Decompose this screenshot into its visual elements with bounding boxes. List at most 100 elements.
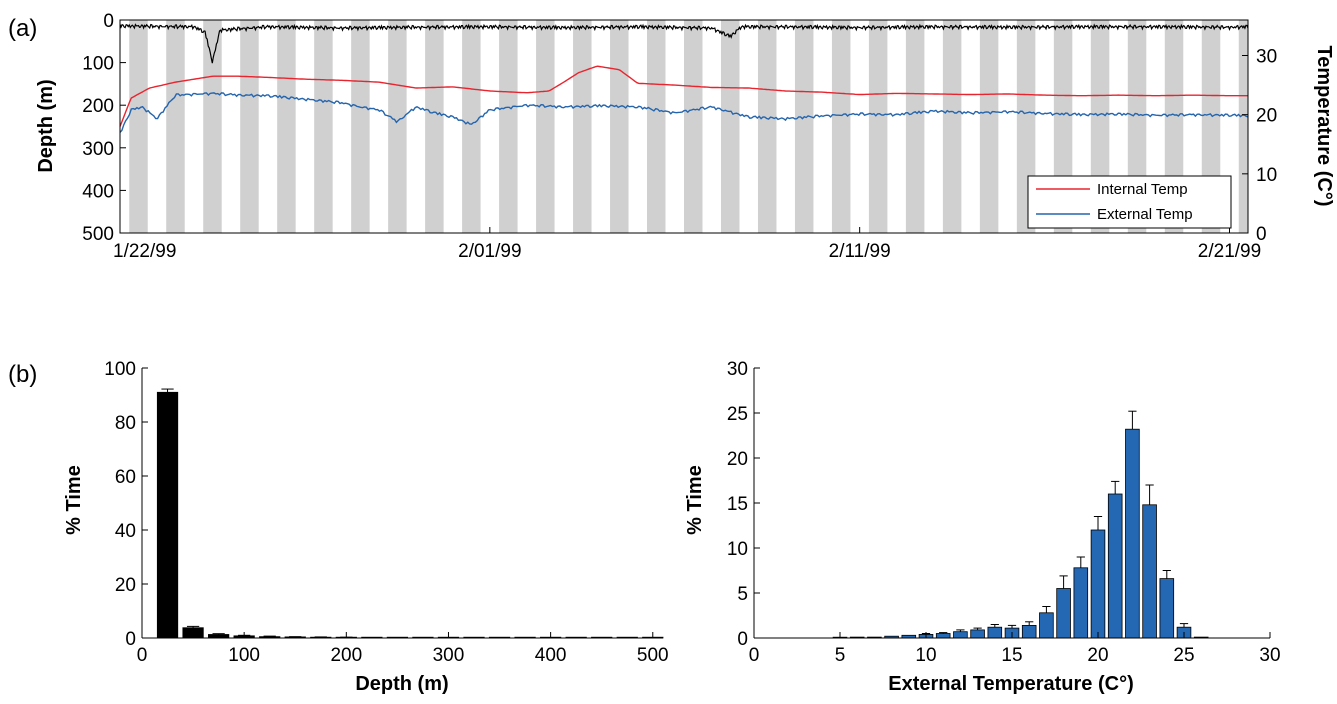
x-tick-label: 500: [637, 645, 669, 666]
legend-external-label: External Temp: [1097, 206, 1193, 223]
depth-histogram-axes: 0 20 40 60 80 100 0 100 200 300 400 500: [104, 359, 668, 666]
x-tick-label: 10: [915, 645, 936, 666]
legend: Internal Temp External Temp: [1027, 175, 1232, 229]
y-tick-label: 100: [104, 359, 136, 380]
temperature-traces: [119, 65, 1249, 133]
y-tick-label: 80: [115, 413, 136, 434]
night-band: [647, 20, 666, 233]
x-tick-label: 25: [1173, 645, 1194, 666]
y-tick-label: 10: [727, 539, 748, 560]
y-tick-label: 25: [727, 404, 748, 425]
y-tick-label: 20: [115, 575, 136, 596]
x-tick-label: 5: [835, 645, 846, 666]
histogram-bar: [970, 629, 985, 639]
night-bands: [129, 20, 1248, 233]
night-band: [720, 20, 740, 233]
night-band: [831, 20, 851, 233]
histogram-bar: [1056, 588, 1071, 639]
date-tick-label: 2/11/99: [829, 241, 891, 262]
night-band: [979, 20, 999, 233]
night-band: [610, 20, 629, 233]
x-tick-label: 15: [1001, 645, 1022, 666]
x-tick-label: 0: [749, 645, 760, 666]
night-band: [794, 20, 814, 233]
y-tick-label: 20: [727, 449, 748, 470]
histogram-bar: [208, 634, 230, 639]
depth-line: [119, 23, 1249, 64]
x-tick-label: 0: [137, 645, 148, 666]
night-band: [757, 20, 777, 233]
temperature-tick-label: 30: [1256, 47, 1277, 68]
histogram-bar: [935, 633, 951, 639]
histogram-bar: [1107, 493, 1123, 639]
legend-box: [1027, 175, 1232, 229]
night-band: [166, 20, 185, 233]
depth-tick-label: 300: [82, 139, 114, 160]
night-band: [1238, 20, 1248, 233]
depth-axis-label: Depth (m): [35, 79, 57, 172]
histogram-bar: [1090, 529, 1106, 639]
y-tick-label: 40: [115, 521, 136, 542]
legend-internal-label: Internal Temp: [1097, 181, 1188, 198]
night-band: [905, 20, 925, 233]
histogram-bar: [156, 391, 179, 639]
depth-trace: [119, 23, 1249, 64]
night-band: [240, 20, 259, 233]
temperature-tick-label: 20: [1256, 106, 1277, 127]
x-tick-label: 20: [1087, 645, 1108, 666]
histogram-bar: [1021, 625, 1037, 639]
histogram-bar: [1039, 612, 1054, 639]
depth-histogram: 0 20 40 60 80 100 0 100 200 300 400 500 % Time Dept…: [63, 359, 669, 695]
night-band: [536, 20, 555, 233]
temperature-histogram-ylabel: % Time: [684, 465, 706, 535]
date-tick-label: 2/01/99: [458, 241, 521, 262]
panel-a-frame: [119, 19, 1249, 234]
depth-bars: [156, 388, 664, 639]
x-tick-label: 300: [433, 645, 465, 666]
x-tick-label: 200: [330, 645, 362, 666]
depth-tick-label: 200: [82, 96, 114, 117]
histogram-bar: [182, 627, 204, 639]
depth-tick-label: 500: [82, 224, 114, 245]
night-band: [499, 20, 518, 233]
night-band: [129, 20, 148, 233]
night-band: [942, 20, 962, 233]
depth-axis-ticks: 0 100 200 300 400 500: [82, 11, 126, 245]
night-band: [351, 20, 370, 233]
night-band: [203, 20, 222, 233]
y-tick-label: 15: [727, 494, 748, 515]
date-tick-label: 1/22/99: [113, 241, 176, 262]
histogram-bar: [1142, 504, 1157, 639]
histogram-bar: [1125, 428, 1140, 639]
temperature-bars: [832, 410, 1209, 639]
night-band: [868, 20, 888, 233]
temperature-histogram-axes: 0 5 10 15 20 25 30 0 5 10 15 20 25 30: [727, 359, 1281, 666]
y-tick-label: 5: [737, 584, 748, 605]
external-temp-line: [119, 92, 1249, 133]
histogram-bar: [1159, 578, 1175, 639]
night-band: [684, 20, 703, 233]
temperature-histogram-xlabel: External Temperature (C°): [888, 673, 1133, 695]
date-axis-ticks: 1/22/99 2/01/99 2/11/99 2/21/99: [113, 227, 1261, 262]
depth-tick-label: 0: [103, 11, 114, 32]
y-tick-label: 0: [125, 629, 136, 650]
night-band: [573, 20, 592, 233]
y-tick-label: 0: [737, 629, 748, 650]
night-band: [425, 20, 444, 233]
temperature-axis-label: Temperature (C°): [1313, 46, 1335, 207]
temperature-axis-ticks: 0 10 20 30: [1242, 47, 1277, 245]
y-tick-label: 30: [727, 359, 748, 380]
date-tick-label: 2/21/99: [1198, 241, 1261, 262]
night-band: [462, 20, 481, 233]
x-tick-label: 400: [535, 645, 567, 666]
temperature-tick-label: 10: [1256, 165, 1277, 186]
histogram-bar: [1073, 567, 1089, 639]
depth-histogram-ylabel: % Time: [63, 465, 85, 535]
temperature-histogram: 0 5 10 15 20 25 30 0 5 10 15 20 25 30 % Time External…: [684, 359, 1281, 695]
x-tick-label: 30: [1259, 645, 1280, 666]
night-band: [388, 20, 407, 233]
night-band: [314, 20, 333, 233]
depth-tick-label: 400: [82, 181, 114, 202]
panel-b-label: (b): [8, 361, 37, 388]
